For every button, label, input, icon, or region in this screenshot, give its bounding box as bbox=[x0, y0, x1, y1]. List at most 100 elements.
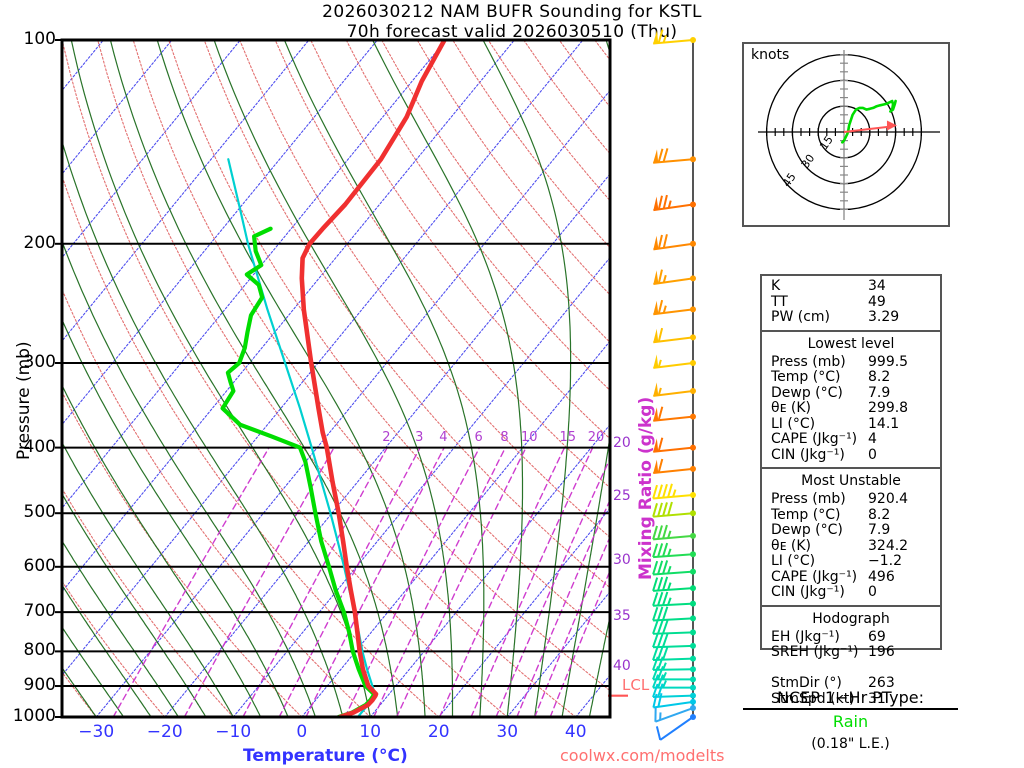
wind-barb bbox=[654, 705, 696, 723]
most-unstable-key: LI (°C) bbox=[771, 553, 816, 569]
hodograph-stat-value: 31 bbox=[868, 690, 886, 707]
most-unstable-value: 7.9 bbox=[868, 522, 891, 538]
temperature-tick-20: 20 bbox=[427, 722, 450, 742]
ptype-value: Rain bbox=[832, 712, 869, 731]
hodograph-stat-key: SREH (Jkg⁻¹) bbox=[771, 644, 859, 660]
svg-text:30: 30 bbox=[799, 152, 818, 171]
lowest-level-section: Lowest level Press (mb) 999.5 Temp (°C) 8.2… bbox=[762, 332, 940, 469]
most-unstable-value: 0 bbox=[868, 584, 877, 600]
lowest-level-row: Temp (°C) 8.2 bbox=[762, 369, 940, 386]
index-value: 3.29 bbox=[868, 309, 900, 325]
most-unstable-row: θᴇ (K) 324.2 bbox=[762, 537, 940, 555]
mixing-ratio-tick-8: 8 bbox=[500, 429, 509, 445]
lowest-level-row: θᴇ (K) 299.8 bbox=[762, 400, 940, 417]
mixing-ratio-tick-15: 15 bbox=[559, 429, 577, 445]
mixing-ratio-axis-label: Mixing Ratio (g/kg) bbox=[636, 396, 656, 580]
lowest-level-key: Press (mb) bbox=[771, 353, 846, 370]
wind-barb bbox=[653, 458, 696, 475]
wind-barb bbox=[653, 354, 696, 369]
wind-barb bbox=[653, 437, 696, 453]
lowest-level-key: CIN (Jkg⁻¹) bbox=[771, 446, 845, 463]
hodograph-stat-key: EH (Jkg⁻¹) bbox=[771, 628, 840, 645]
hodograph-stat-row: EH (Jkg⁻¹) 69 bbox=[762, 628, 940, 646]
wind-barb bbox=[652, 646, 696, 662]
hodograph-stats-section: Hodograph EH (Jkg⁻¹) 69 SREH (Jkg⁻¹) 196 St… bbox=[762, 607, 940, 712]
most-unstable-key: Dewp (°C) bbox=[771, 522, 843, 538]
lowest-level-row: Press (mb) 999.5 bbox=[762, 353, 940, 371]
most-unstable-row: Press (mb) 920.4 bbox=[762, 491, 940, 508]
wind-barb bbox=[653, 234, 696, 251]
pressure-tick-500: 500 bbox=[23, 502, 56, 523]
wind-barb bbox=[653, 29, 696, 45]
wind-barb bbox=[652, 633, 696, 649]
lowest-level-value: 0 bbox=[868, 446, 877, 463]
temperature-tick-10: 10 bbox=[359, 722, 382, 742]
most-unstable-key: Temp (°C) bbox=[771, 506, 841, 523]
lcl-label: LCL bbox=[622, 676, 650, 694]
mixing-ratio-tick-6: 6 bbox=[474, 429, 483, 445]
pressure-tick-800: 800 bbox=[23, 640, 56, 661]
wind-barb bbox=[652, 524, 696, 541]
index-value: 49 bbox=[868, 293, 886, 310]
lowest-level-row: Dewp (°C) 7.9 bbox=[762, 384, 940, 402]
pressure-tick-300: 300 bbox=[23, 352, 56, 372]
most-unstable-section: Most Unstable Press (mb) 920.4 Temp (°C) 8.… bbox=[762, 469, 940, 607]
most-unstable-value: 324.2 bbox=[868, 537, 909, 554]
pressure-tick-600: 600 bbox=[23, 555, 56, 576]
wind-barb bbox=[653, 382, 696, 397]
hodograph-stats-title: Hodograph bbox=[812, 610, 890, 627]
wind-barb bbox=[653, 327, 696, 344]
mixing-ratio-right-tick-35: 35 bbox=[613, 608, 631, 624]
pressure-tick-400: 400 bbox=[23, 436, 56, 457]
temperature-tick--30: −30 bbox=[78, 722, 115, 742]
wind-barb bbox=[653, 299, 696, 316]
pressure-tick-1000: 1000 bbox=[12, 706, 56, 726]
most-unstable-title: Most Unstable bbox=[801, 473, 901, 489]
wind-barb bbox=[652, 606, 696, 622]
wind-barb bbox=[652, 542, 696, 559]
lowest-level-key: θᴇ (K) bbox=[771, 400, 811, 416]
hodograph-units-label: knots bbox=[751, 47, 790, 63]
wind-barb bbox=[652, 560, 696, 576]
mixing-ratio-tick-10: 10 bbox=[520, 429, 538, 445]
sounding-stats-panel: K 34 TT 49 PW (cm) 3.29 Lowest level Press (m… bbox=[760, 274, 942, 706]
hodograph-panel: 15 30 45 knots bbox=[742, 42, 950, 227]
wind-barb bbox=[653, 194, 696, 212]
index-row: PW (cm) 3.29 bbox=[762, 309, 940, 326]
most-unstable-row: Temp (°C) 8.2 bbox=[762, 506, 940, 524]
wind-barb bbox=[652, 666, 696, 683]
mixing-ratio-tick-2: 2 bbox=[382, 429, 391, 445]
pressure-tick-200: 200 bbox=[23, 232, 56, 253]
most-unstable-key: CAPE (Jkg⁻¹) bbox=[771, 568, 858, 585]
lowest-level-row: LI (°C) 14.1 bbox=[762, 416, 940, 433]
stability-indices-section: K 34 TT 49 PW (cm) 3.29 bbox=[762, 276, 940, 332]
most-unstable-key: θᴇ (K) bbox=[771, 537, 811, 554]
temperature-tick--20: −20 bbox=[146, 722, 183, 742]
wind-barb bbox=[653, 148, 696, 164]
hodograph-stat-row: SREH (Jkg⁻¹) 196 bbox=[762, 644, 940, 661]
temperature-tick-30: 30 bbox=[496, 722, 519, 742]
ptype-title: NCEP 1−Hr PType: bbox=[743, 688, 958, 710]
wind-barb bbox=[652, 692, 696, 709]
lowest-level-value: 299.8 bbox=[868, 400, 909, 416]
page-title-line1: 2026030212 NAM BUFR Sounding for KSTL bbox=[322, 2, 702, 22]
lowest-level-title: Lowest level bbox=[807, 335, 895, 352]
mixing-ratio-tick-20: 20 bbox=[587, 429, 605, 445]
most-unstable-row: CAPE (Jkg⁻¹) 496 bbox=[762, 568, 940, 586]
temperature-axis-label: Temperature (°C) bbox=[243, 746, 408, 766]
most-unstable-row: CIN (Jkg⁻¹) 0 bbox=[762, 584, 940, 601]
pressure-tick-700: 700 bbox=[23, 601, 56, 622]
lowest-level-row: CIN (Jkg⁻¹) 0 bbox=[762, 446, 940, 464]
lowest-level-key: CAPE (Jkg⁻¹) bbox=[771, 431, 858, 447]
hodograph-stat-value: 69 bbox=[868, 628, 886, 645]
most-unstable-key: CIN (Jkg⁻¹) bbox=[771, 584, 845, 600]
wind-barb bbox=[652, 591, 696, 607]
temperature-tick-0: 0 bbox=[296, 722, 308, 742]
lowest-level-key: Dewp (°C) bbox=[771, 384, 843, 401]
index-row: TT 49 bbox=[762, 293, 940, 311]
mixing-ratio-tick-4: 4 bbox=[439, 429, 448, 445]
wind-barb bbox=[652, 576, 696, 592]
most-unstable-row: Dewp (°C) 7.9 bbox=[762, 522, 940, 539]
wind-barb bbox=[652, 619, 696, 636]
